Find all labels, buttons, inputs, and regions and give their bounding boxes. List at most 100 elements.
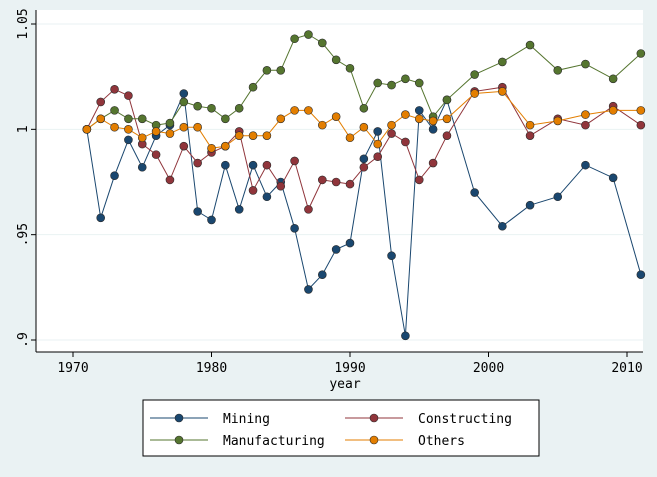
data-point-mining xyxy=(248,160,258,170)
data-point-manufacturing xyxy=(234,103,244,113)
legend-item-manufacturing: Manufacturing xyxy=(150,434,325,449)
data-point-others xyxy=(428,116,438,126)
legend-marker xyxy=(369,435,379,445)
data-point-constructing xyxy=(387,129,396,138)
data-point-mining xyxy=(401,331,410,341)
data-point-mining xyxy=(498,221,507,231)
data-point-constructing xyxy=(165,175,175,185)
data-point-constructing xyxy=(193,158,202,168)
legend-label: Constructing xyxy=(418,412,512,427)
data-point-mining xyxy=(234,205,244,214)
data-point-mining xyxy=(345,238,355,248)
data-point-manufacturing xyxy=(331,55,341,65)
data-point-manufacturing xyxy=(179,97,189,107)
data-point-manufacturing xyxy=(207,103,216,113)
data-point-mining xyxy=(304,285,313,294)
data-point-others xyxy=(373,139,383,149)
data-point-constructing xyxy=(373,152,383,162)
data-point-others xyxy=(179,122,189,132)
data-point-manufacturing xyxy=(553,66,563,75)
x-tick-label: 1990 xyxy=(334,361,365,376)
data-point-others xyxy=(221,141,230,151)
data-point-others xyxy=(442,114,452,124)
data-point-manufacturing xyxy=(345,63,355,73)
data-point-others xyxy=(193,122,202,132)
legend-label: Mining xyxy=(223,412,270,427)
series-line-constructing xyxy=(86,86,642,211)
data-point-mining xyxy=(373,127,383,136)
legend-marker xyxy=(174,413,184,423)
data-point-manufacturing xyxy=(636,49,646,58)
legend-box xyxy=(142,399,540,457)
data-point-constructing xyxy=(636,120,646,130)
data-point-others xyxy=(304,106,313,115)
data-point-manufacturing xyxy=(470,70,479,79)
data-point-manufacturing xyxy=(387,80,396,90)
data-point-others xyxy=(553,116,563,126)
data-point-mining xyxy=(428,125,438,134)
data-point-constructing xyxy=(110,85,119,94)
data-point-constructing xyxy=(414,175,424,185)
data-point-manufacturing xyxy=(414,78,424,88)
data-point-mining xyxy=(553,192,563,202)
data-point-constructing xyxy=(525,131,535,140)
data-point-constructing xyxy=(276,181,286,191)
x-tick-label: 1970 xyxy=(57,361,88,376)
data-point-others xyxy=(331,112,341,121)
data-point-mining xyxy=(179,89,189,98)
data-point-others xyxy=(636,106,646,115)
y-tick-label: .95 xyxy=(16,223,31,246)
series-line-mining xyxy=(86,91,642,336)
y-tick-label: 1.05 xyxy=(16,8,31,39)
data-point-constructing xyxy=(290,156,299,166)
data-point-constructing xyxy=(581,120,590,130)
data-point-others xyxy=(317,120,327,130)
data-point-mining xyxy=(207,215,216,225)
data-point-manufacturing xyxy=(262,66,272,75)
data-point-constructing xyxy=(179,141,189,151)
series-line-others xyxy=(86,90,641,149)
y-tick-label: .9 xyxy=(16,332,31,348)
data-point-others xyxy=(401,110,410,119)
x-tick-label: 2010 xyxy=(611,361,642,376)
data-point-constructing xyxy=(304,205,313,214)
legend-label: Manufacturing xyxy=(223,434,325,449)
data-point-manufacturing xyxy=(401,74,410,84)
legend-marker xyxy=(174,435,184,445)
data-point-mining xyxy=(608,173,618,183)
data-point-constructing xyxy=(401,137,410,147)
data-point-manufacturing xyxy=(608,74,618,84)
data-point-constructing xyxy=(428,158,438,168)
data-point-mining xyxy=(262,192,272,202)
data-point-others xyxy=(262,131,272,140)
data-point-others xyxy=(124,125,133,134)
data-point-constructing xyxy=(124,91,133,100)
data-point-constructing xyxy=(96,97,105,107)
data-point-manufacturing xyxy=(276,66,286,75)
data-point-manufacturing xyxy=(290,34,299,44)
data-point-manufacturing xyxy=(248,82,258,92)
data-point-others xyxy=(414,114,424,124)
data-point-mining xyxy=(317,270,327,279)
data-point-others xyxy=(359,122,369,132)
data-point-manufacturing xyxy=(442,95,452,105)
data-point-mining xyxy=(221,160,230,170)
data-point-constructing xyxy=(151,150,161,159)
x-axis-title: year xyxy=(329,377,360,392)
data-point-constructing xyxy=(248,186,258,195)
legend: Mining Constructing Manufacturing Others xyxy=(150,412,512,449)
data-point-others xyxy=(290,106,299,115)
data-point-others xyxy=(110,122,119,132)
legend-item-constructing: Constructing xyxy=(345,412,512,427)
series-layer xyxy=(82,30,646,341)
data-point-others xyxy=(151,127,161,136)
data-point-manufacturing xyxy=(165,118,175,128)
legend-item-mining: Mining xyxy=(150,412,270,427)
data-point-mining xyxy=(525,200,535,210)
data-point-others xyxy=(387,120,396,130)
data-point-mining xyxy=(110,171,119,180)
data-point-constructing xyxy=(331,177,341,187)
data-point-constructing xyxy=(345,179,355,189)
x-tick-label: 1980 xyxy=(196,361,227,376)
series-manufacturing xyxy=(82,30,646,134)
